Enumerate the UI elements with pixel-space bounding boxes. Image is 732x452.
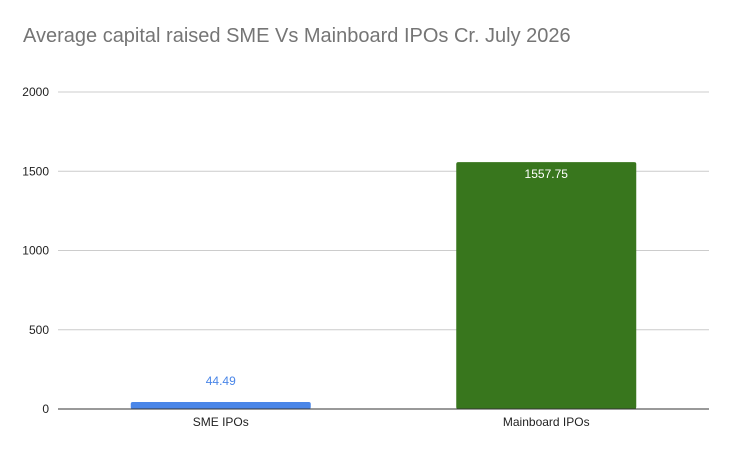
bar-sme-ipos [130,401,311,409]
x-category-label: SME IPOs [193,415,249,429]
y-tick-label: 0 [42,402,49,416]
y-tick-label: 1000 [22,244,49,258]
y-axis-ticks: 0 500 1000 1500 2000 [22,85,49,416]
y-tick-label: 500 [29,323,49,337]
bar-mainboard-ipos [456,162,637,409]
data-label: 1557.75 [525,167,569,181]
data-labels: 44.49 1557.75 [206,167,569,388]
x-axis-category-labels: SME IPOs Mainboard IPOs [193,415,590,429]
data-label: 44.49 [206,374,236,388]
y-tick-label: 2000 [22,85,49,99]
x-category-label: Mainboard IPOs [503,415,590,429]
chart-title: Average capital raised SME Vs Mainboard … [23,25,571,47]
y-tick-label: 1500 [22,164,49,178]
bars [130,162,637,409]
